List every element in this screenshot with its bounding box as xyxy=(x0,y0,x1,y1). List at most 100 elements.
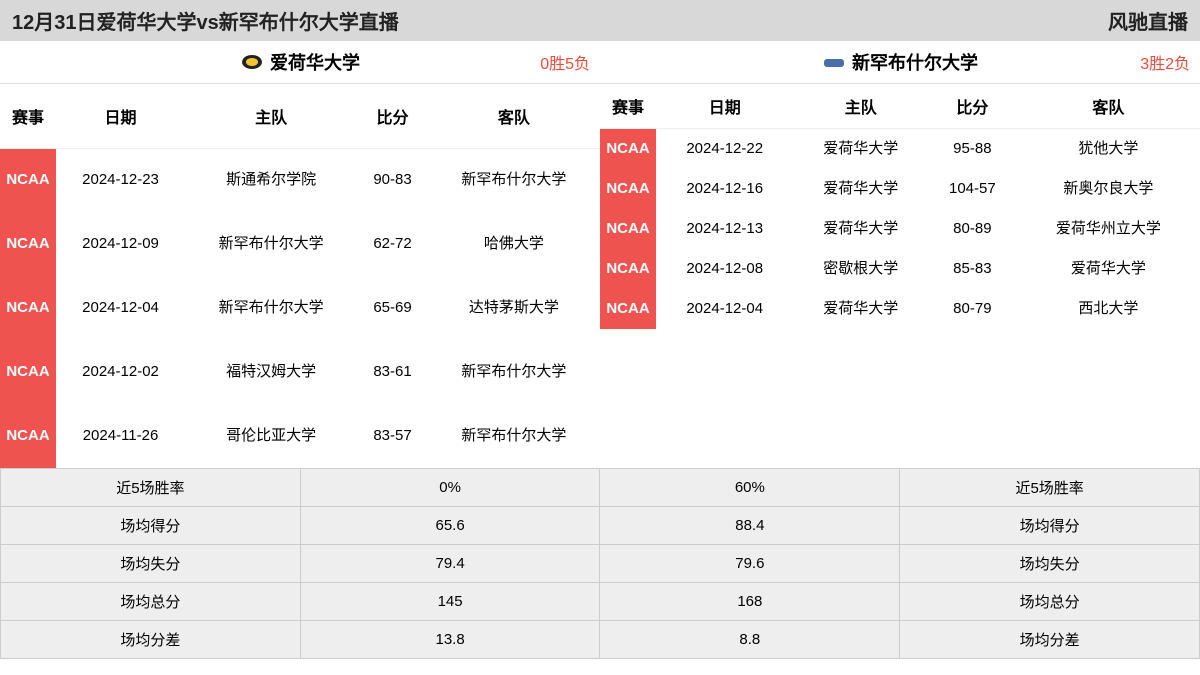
game-row[interactable]: NCAA2024-12-23斯通希尔学院90-83新罕布什尔大学 xyxy=(0,148,600,212)
away-team: 新罕布什尔大学 xyxy=(428,148,600,212)
right-games-table: 赛事 日期 主队 比分 客队 NCAA2024-12-22爱荷华大学95-88犹… xyxy=(600,84,1200,329)
stat-value-left: 0% xyxy=(300,469,600,507)
game-score: 62-72 xyxy=(357,212,428,276)
game-row[interactable]: NCAA2024-12-13爱荷华大学80-89爱荷华州立大学 xyxy=(600,209,1200,249)
game-date: 2024-11-26 xyxy=(56,404,185,468)
col-away: 客队 xyxy=(428,84,600,148)
home-team: 哥伦比亚大学 xyxy=(185,404,357,468)
stat-label: 场均分差 xyxy=(900,621,1200,659)
stat-value-right: 168 xyxy=(600,583,900,621)
game-row[interactable]: NCAA2024-12-04新罕布什尔大学65-69达特茅斯大学 xyxy=(0,276,600,340)
stat-label: 场均失分 xyxy=(900,545,1200,583)
league-badge: NCAA xyxy=(0,148,56,212)
game-score: 65-69 xyxy=(357,276,428,340)
col-home: 主队 xyxy=(185,84,357,148)
stat-label: 场均分差 xyxy=(1,621,301,659)
stat-label: 近5场胜率 xyxy=(1,469,301,507)
stat-label: 场均总分 xyxy=(1,583,301,621)
game-row[interactable]: NCAA2024-12-08密歇根大学85-83爱荷华大学 xyxy=(600,249,1200,289)
league-badge: NCAA xyxy=(600,289,656,329)
col-away: 客队 xyxy=(1017,84,1200,129)
stat-value-left: 65.6 xyxy=(300,507,600,545)
stats-row-avgdiff: 场均分差 13.8 8.8 场均分差 xyxy=(1,621,1200,659)
stat-value-right: 60% xyxy=(600,469,900,507)
stats-row-avgconcede: 场均失分 79.4 79.6 场均失分 xyxy=(1,545,1200,583)
stats-row-avgscore: 场均得分 65.6 88.4 场均得分 xyxy=(1,507,1200,545)
game-score: 83-61 xyxy=(357,340,428,404)
game-score: 83-57 xyxy=(357,404,428,468)
home-team: 新罕布什尔大学 xyxy=(185,212,357,276)
away-team: 西北大学 xyxy=(1017,289,1200,329)
col-league: 赛事 xyxy=(600,84,656,129)
hawk-logo-icon xyxy=(240,53,264,71)
game-date: 2024-12-22 xyxy=(656,129,793,170)
league-badge: NCAA xyxy=(600,209,656,249)
home-team: 密歇根大学 xyxy=(793,249,928,289)
right-team-panel: 新罕布什尔大学 3胜2负 赛事 日期 主队 比分 客队 NCAA2024-12-… xyxy=(600,41,1200,468)
home-team: 新罕布什尔大学 xyxy=(185,276,357,340)
right-team-name: 新罕布什尔大学 xyxy=(852,49,978,75)
league-badge: NCAA xyxy=(0,212,56,276)
game-row[interactable]: NCAA2024-11-26哥伦比亚大学83-57新罕布什尔大学 xyxy=(0,404,600,468)
page-header: 12月31日爱荷华大学vs新罕布什尔大学直播 风驰直播 xyxy=(0,0,1200,41)
away-team: 新奥尔良大学 xyxy=(1017,169,1200,209)
league-badge: NCAA xyxy=(0,276,56,340)
game-row[interactable]: NCAA2024-12-09新罕布什尔大学62-72哈佛大学 xyxy=(0,212,600,276)
stat-label: 场均得分 xyxy=(900,507,1200,545)
wildcat-logo-icon xyxy=(822,53,846,71)
col-score: 比分 xyxy=(928,84,1017,129)
away-team: 爱荷华大学 xyxy=(1017,249,1200,289)
away-team: 新罕布什尔大学 xyxy=(428,404,600,468)
game-date: 2024-12-23 xyxy=(56,148,185,212)
away-team: 犹他大学 xyxy=(1017,129,1200,170)
game-date: 2024-12-04 xyxy=(656,289,793,329)
away-team: 哈佛大学 xyxy=(428,212,600,276)
stat-label: 场均失分 xyxy=(1,545,301,583)
game-score: 95-88 xyxy=(928,129,1017,170)
game-score: 85-83 xyxy=(928,249,1017,289)
game-row[interactable]: NCAA2024-12-04爱荷华大学80-79西北大学 xyxy=(600,289,1200,329)
home-team: 爱荷华大学 xyxy=(793,209,928,249)
left-team-name: 爱荷华大学 xyxy=(270,49,360,75)
game-date: 2024-12-16 xyxy=(656,169,793,209)
left-games-table: 赛事 日期 主队 比分 客队 NCAA2024-12-23斯通希尔学院90-83… xyxy=(0,84,600,468)
home-team: 福特汉姆大学 xyxy=(185,340,357,404)
col-date: 日期 xyxy=(56,84,185,148)
stat-label: 场均得分 xyxy=(1,507,301,545)
stats-row-winrate: 近5场胜率 0% 60% 近5场胜率 xyxy=(1,469,1200,507)
stat-value-right: 8.8 xyxy=(600,621,900,659)
game-score: 90-83 xyxy=(357,148,428,212)
stat-label: 场均总分 xyxy=(900,583,1200,621)
game-date: 2024-12-13 xyxy=(656,209,793,249)
brand-label: 风驰直播 xyxy=(1108,6,1188,35)
home-team: 斯通希尔学院 xyxy=(185,148,357,212)
game-date: 2024-12-08 xyxy=(656,249,793,289)
col-date: 日期 xyxy=(656,84,793,129)
game-row[interactable]: NCAA2024-12-16爱荷华大学104-57新奥尔良大学 xyxy=(600,169,1200,209)
league-badge: NCAA xyxy=(600,249,656,289)
stat-value-right: 88.4 xyxy=(600,507,900,545)
league-badge: NCAA xyxy=(600,129,656,170)
game-row[interactable]: NCAA2024-12-02福特汉姆大学83-61新罕布什尔大学 xyxy=(0,340,600,404)
main-container: 爱荷华大学 0胜5负 赛事 日期 主队 比分 客队 NCAA2024-12-23… xyxy=(0,41,1200,468)
league-badge: NCAA xyxy=(0,340,56,404)
away-team: 爱荷华州立大学 xyxy=(1017,209,1200,249)
stats-table: 近5场胜率 0% 60% 近5场胜率 场均得分 65.6 88.4 场均得分 场… xyxy=(0,468,1200,659)
game-score: 104-57 xyxy=(928,169,1017,209)
game-date: 2024-12-09 xyxy=(56,212,185,276)
game-row[interactable]: NCAA2024-12-22爱荷华大学95-88犹他大学 xyxy=(600,129,1200,170)
right-team-record: 3胜2负 xyxy=(1140,50,1190,74)
col-league: 赛事 xyxy=(0,84,56,148)
home-team: 爱荷华大学 xyxy=(793,169,928,209)
page-title: 12月31日爱荷华大学vs新罕布什尔大学直播 xyxy=(12,6,399,35)
league-badge: NCAA xyxy=(600,169,656,209)
away-team: 新罕布什尔大学 xyxy=(428,340,600,404)
home-team: 爱荷华大学 xyxy=(793,289,928,329)
stat-value-right: 79.6 xyxy=(600,545,900,583)
game-date: 2024-12-02 xyxy=(56,340,185,404)
league-badge: NCAA xyxy=(0,404,56,468)
away-team: 达特茅斯大学 xyxy=(428,276,600,340)
stats-row-avgtotal: 场均总分 145 168 场均总分 xyxy=(1,583,1200,621)
stat-value-left: 145 xyxy=(300,583,600,621)
home-team: 爱荷华大学 xyxy=(793,129,928,170)
